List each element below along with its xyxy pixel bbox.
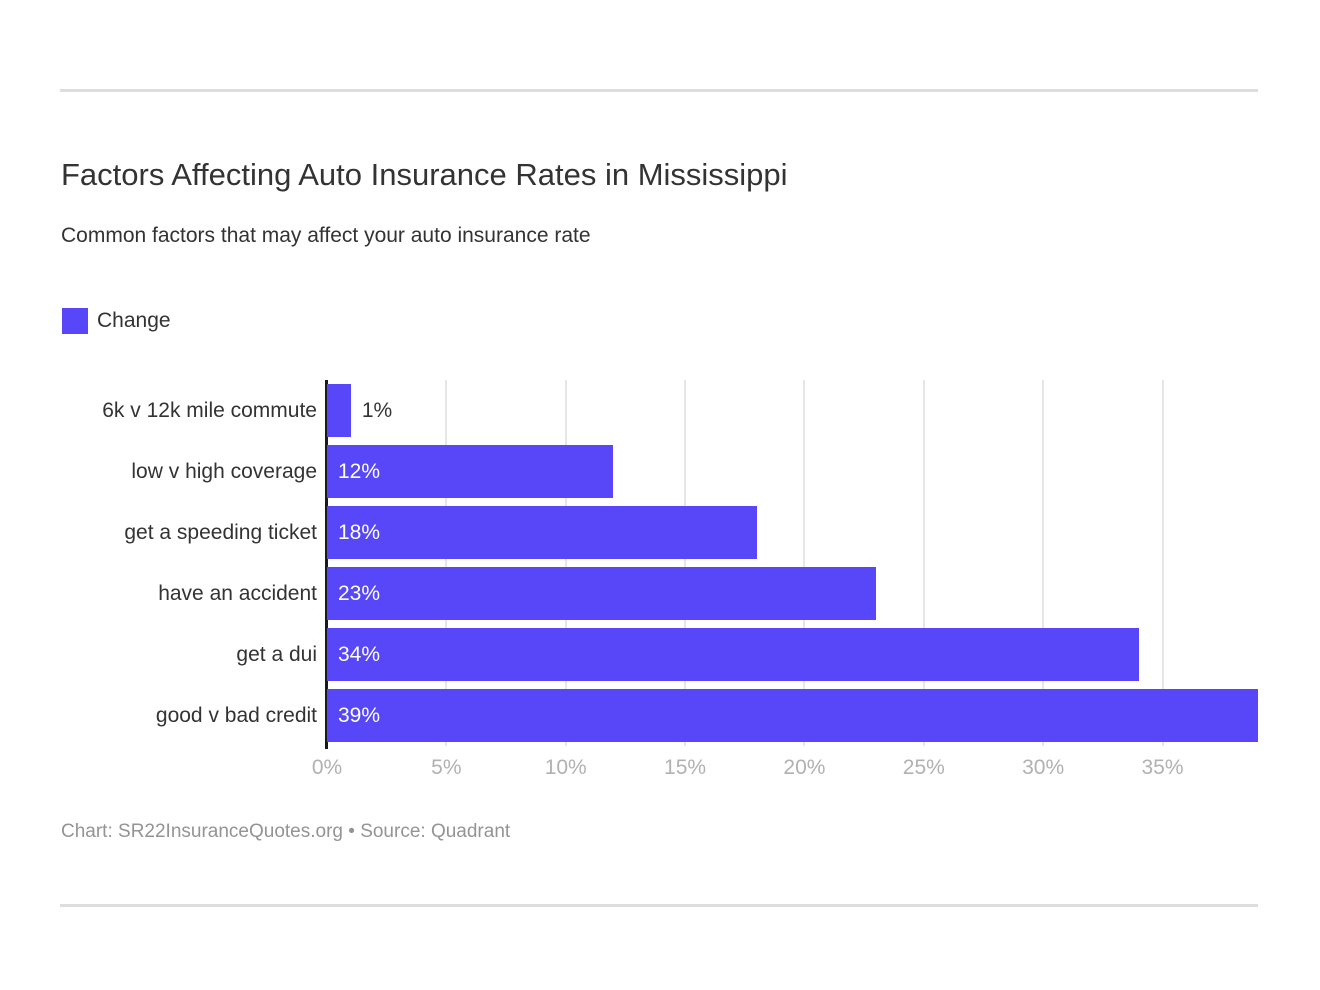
bar: [327, 384, 351, 437]
bar-label: 6k v 12k mile commute: [102, 398, 317, 422]
bar-label: low v high coverage: [131, 459, 317, 483]
x-tick-label: 30%: [1022, 756, 1065, 779]
bar-label: have an accident: [158, 581, 317, 605]
bar-value-label: 18%: [338, 520, 381, 544]
bar-track: 34%: [327, 628, 1258, 681]
bar-value-label: 12%: [338, 459, 381, 483]
x-axis: 0% 5% 10% 15% 20% 25% 30% 35%: [312, 756, 1258, 782]
legend: Change: [62, 308, 171, 334]
bar-row: 6k v 12k mile commute 1%: [60, 380, 1258, 441]
bar-value-label: 1%: [361, 398, 393, 422]
gridline: [1042, 380, 1045, 746]
bar: 34%: [327, 628, 1139, 681]
bar-label: get a dui: [236, 642, 317, 666]
bar-rows: 6k v 12k mile commute 1% low v high covera…: [60, 380, 1258, 746]
bar-value-label: 23%: [338, 581, 381, 605]
chart-subtitle: Common factors that may affect your auto…: [61, 224, 591, 247]
bottom-divider: [60, 904, 1258, 907]
gridline: [803, 380, 806, 746]
bar-row: have an accident 23%: [60, 563, 1258, 624]
bar-track: 23%: [327, 567, 1258, 620]
bar-chart: 6k v 12k mile commute 1% low v high covera…: [60, 380, 1258, 749]
x-tick-label: 5%: [431, 756, 462, 779]
bar: 18%: [327, 506, 757, 559]
gridline: [564, 380, 567, 746]
x-tick-label: 0%: [311, 756, 343, 779]
bar-track: 1%: [327, 384, 1258, 437]
bar: 39%: [327, 689, 1258, 742]
bar-row: get a speeding ticket 18%: [60, 502, 1258, 563]
top-divider: [60, 89, 1258, 92]
bar-row: good v bad credit 39%: [60, 685, 1258, 746]
x-tick-label: 20%: [783, 756, 826, 779]
x-tick-label: 25%: [902, 756, 945, 779]
bar-value-label: 39%: [338, 703, 381, 727]
bar-track: 39%: [327, 689, 1258, 742]
bar-row: low v high coverage 12%: [60, 441, 1258, 502]
bar: 12%: [327, 445, 614, 498]
bar: 23%: [327, 567, 877, 620]
axis-line: [325, 380, 328, 749]
chart-title: Factors Affecting Auto Insurance Rates i…: [61, 157, 788, 192]
bar-track: 12%: [327, 445, 1258, 498]
gridline: [922, 380, 925, 746]
legend-swatch: [62, 308, 88, 334]
bar-value-label: 34%: [338, 642, 381, 666]
gridline: [1161, 380, 1164, 746]
legend-label: Change: [97, 309, 171, 332]
gridline: [445, 380, 448, 746]
x-tick-label: 10%: [544, 756, 587, 779]
bar-row: get a dui 34%: [60, 624, 1258, 685]
bar-track: 18%: [327, 506, 1258, 559]
plot-area: [327, 380, 1258, 746]
chart-credit: Chart: SR22InsuranceQuotes.org • Source:…: [61, 821, 511, 842]
bar-label: good v bad credit: [155, 703, 317, 727]
bar-label: get a speeding ticket: [124, 520, 317, 544]
gridline: [684, 380, 687, 746]
x-tick-label: 35%: [1141, 756, 1184, 779]
x-tick-label: 15%: [664, 756, 707, 779]
